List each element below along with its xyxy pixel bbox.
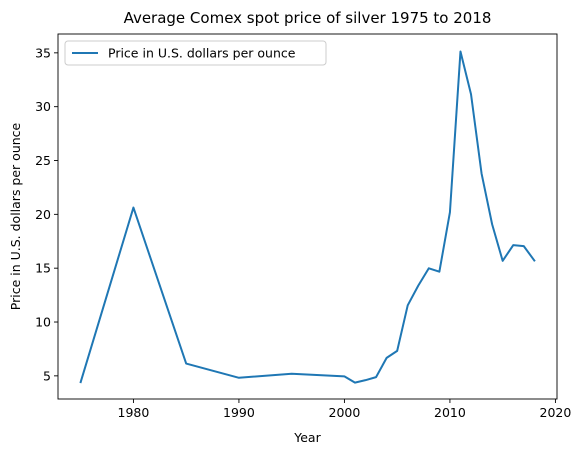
data-point: [405, 303, 410, 308]
y-tick-label: 15: [35, 261, 51, 276]
data-point: [78, 380, 83, 385]
chart-title: Average Comex spot price of silver 1975 …: [124, 9, 492, 27]
x-tick-label: 1980: [118, 405, 150, 420]
plot-area: [57, 33, 558, 400]
data-point: [236, 375, 241, 380]
data-point: [342, 374, 347, 379]
data-point: [384, 355, 389, 360]
y-tick-label: 25: [35, 153, 51, 168]
data-point: [490, 222, 495, 227]
data-point: [479, 171, 484, 176]
y-axis-label: Price in U.S. dollars per ounce: [8, 122, 23, 310]
y-axis: 5 10 15 20 25 30 35: [35, 45, 58, 383]
legend-label: Price in U.S. dollars per ounce: [108, 46, 296, 61]
data-point: [437, 269, 442, 274]
data-point: [363, 378, 368, 383]
data-point: [532, 258, 537, 263]
y-tick-label: 5: [43, 368, 51, 383]
data-point: [458, 49, 463, 54]
data-point: [511, 243, 516, 248]
data-point: [521, 244, 526, 249]
y-tick-label: 30: [35, 99, 51, 114]
data-point: [447, 210, 452, 215]
plot-frame: [57, 33, 558, 400]
data-point: [395, 348, 400, 353]
x-tick-label: 2000: [329, 405, 361, 420]
data-points: [78, 49, 537, 385]
data-point: [184, 361, 189, 366]
data-point: [469, 92, 474, 97]
data-point: [426, 266, 431, 271]
x-tick-label: 2010: [434, 405, 466, 420]
data-point: [289, 371, 294, 376]
x-tick-label: 1990: [223, 405, 255, 420]
y-tick-label: 35: [35, 45, 51, 60]
x-axis: 1980 1990 2000 2010 2020: [118, 399, 572, 420]
x-tick-label: 2020: [540, 405, 572, 420]
y-tick-label: 20: [35, 207, 51, 222]
data-point: [352, 380, 357, 385]
legend-box: [64, 40, 327, 66]
y-tick-label: 10: [35, 315, 51, 330]
data-point: [500, 258, 505, 263]
data-point: [416, 283, 421, 288]
data-point: [131, 205, 136, 210]
x-axis-label: Year: [293, 430, 321, 445]
data-point: [374, 375, 379, 380]
legend: Price in U.S. dollars per ounce: [64, 40, 327, 66]
series-line-price: [79, 50, 536, 384]
